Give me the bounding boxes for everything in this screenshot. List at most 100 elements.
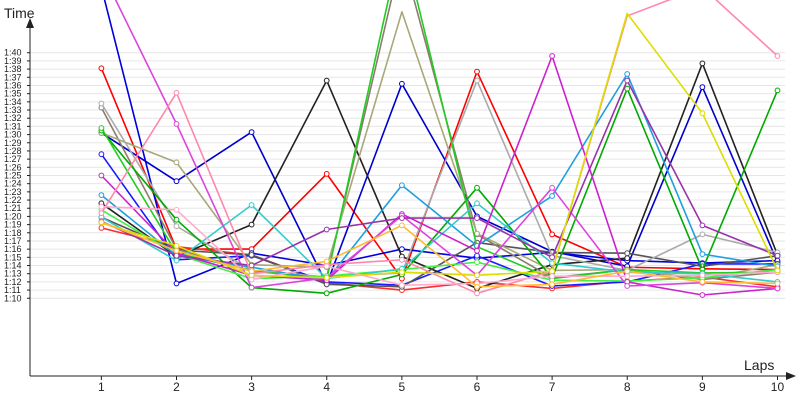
y-tick-label: 1:10 bbox=[4, 293, 22, 303]
data-point bbox=[774, 280, 781, 287]
data-point bbox=[399, 269, 405, 276]
data-point bbox=[624, 283, 631, 289]
axes: Time Laps bbox=[4, 5, 796, 380]
series-line bbox=[100, 202, 778, 283]
data-point bbox=[624, 71, 631, 77]
data-point bbox=[98, 172, 105, 179]
y-tick-label: 1:29 bbox=[4, 138, 22, 148]
y-tick-label: 1:24 bbox=[4, 179, 22, 189]
x-tick-label: 9 bbox=[699, 380, 706, 394]
series-line bbox=[100, 209, 778, 282]
data-point bbox=[624, 273, 631, 280]
data-point bbox=[323, 226, 330, 233]
data-point bbox=[173, 216, 180, 223]
y-tick-label: 1:40 bbox=[4, 48, 22, 58]
y-tick-label: 1:31 bbox=[4, 121, 22, 131]
x-tick-label: 4 bbox=[323, 380, 330, 394]
data-point bbox=[474, 215, 480, 222]
x-tick-label: 3 bbox=[248, 380, 255, 394]
data-point bbox=[173, 178, 180, 185]
data-point bbox=[399, 256, 405, 263]
data-point bbox=[549, 273, 555, 280]
y-tick-label: 1:37 bbox=[4, 72, 22, 82]
y-tick-label: 1:26 bbox=[4, 162, 22, 172]
data-point bbox=[98, 192, 105, 199]
y-tick-label: 1:34 bbox=[4, 97, 22, 107]
data-point bbox=[699, 292, 706, 298]
data-point bbox=[699, 272, 706, 279]
data-point bbox=[173, 243, 180, 249]
data-point bbox=[98, 225, 105, 231]
series-line bbox=[101, 221, 778, 288]
y-tick-label: 1:17 bbox=[4, 236, 22, 246]
data-point bbox=[624, 268, 631, 275]
data-point bbox=[699, 84, 706, 90]
data-point bbox=[173, 252, 180, 259]
y-tick-label: 1:14 bbox=[4, 261, 22, 271]
data-point bbox=[173, 223, 180, 230]
x-tick-label: 2 bbox=[173, 380, 180, 394]
series-line bbox=[100, 0, 778, 281]
data-point bbox=[248, 284, 255, 291]
data-point bbox=[98, 65, 105, 72]
data-point bbox=[98, 219, 105, 226]
data-point bbox=[549, 184, 555, 191]
data-point bbox=[399, 182, 405, 189]
y-tick-label: 1:11 bbox=[4, 285, 21, 295]
y-tick-label: 1:19 bbox=[4, 220, 22, 230]
series-lines bbox=[98, 0, 781, 298]
series-line bbox=[101, 216, 778, 288]
x-tick-label: 7 bbox=[549, 380, 556, 394]
data-point bbox=[173, 257, 180, 264]
data-point bbox=[774, 252, 781, 259]
data-point bbox=[624, 255, 631, 262]
data-point bbox=[699, 279, 706, 285]
y-tick-label: 1:39 bbox=[4, 56, 22, 66]
data-point bbox=[474, 77, 480, 84]
data-point bbox=[323, 290, 330, 297]
data-point bbox=[549, 254, 555, 261]
data-point bbox=[248, 268, 255, 275]
data-point bbox=[774, 53, 781, 59]
data-point bbox=[699, 60, 706, 67]
data-point bbox=[474, 230, 480, 237]
data-point bbox=[774, 285, 781, 292]
x-axis-arrow bbox=[786, 372, 796, 380]
series-line bbox=[100, 0, 778, 281]
y-tick-label: 1:22 bbox=[4, 195, 22, 205]
data-point bbox=[474, 68, 480, 75]
data-point bbox=[98, 203, 105, 210]
data-point bbox=[699, 110, 706, 117]
y-tick-label: 1:21 bbox=[4, 203, 22, 213]
data-point bbox=[399, 215, 405, 222]
data-point bbox=[323, 263, 330, 270]
series-line bbox=[100, 87, 779, 295]
y-tick-label: 1:28 bbox=[4, 146, 22, 156]
series-8 bbox=[98, 0, 781, 283]
y-tick-label: 1:32 bbox=[4, 113, 22, 123]
y-tick-label: 1:27 bbox=[4, 154, 22, 164]
data-point bbox=[248, 221, 255, 228]
data-point bbox=[549, 268, 555, 275]
data-point bbox=[399, 80, 405, 87]
data-point bbox=[549, 231, 555, 238]
data-point bbox=[549, 53, 555, 59]
data-point bbox=[173, 280, 180, 287]
y-tick-label: 1:20 bbox=[4, 211, 22, 221]
y-axis-title: Time bbox=[4, 5, 35, 21]
data-point bbox=[474, 200, 480, 207]
y-tick-label: 1:25 bbox=[4, 170, 22, 180]
x-tick-label: 5 bbox=[399, 380, 406, 394]
data-point bbox=[173, 89, 180, 96]
data-point bbox=[173, 247, 180, 254]
data-point bbox=[248, 202, 255, 208]
data-point bbox=[98, 125, 105, 131]
data-point bbox=[549, 193, 555, 199]
data-point bbox=[98, 100, 105, 107]
y-tick-label: 1:30 bbox=[4, 130, 22, 140]
data-point bbox=[399, 282, 405, 289]
data-point bbox=[624, 250, 631, 257]
x-tick-label: 10 bbox=[771, 380, 785, 394]
data-point bbox=[699, 231, 706, 238]
y-tick-label: 1:35 bbox=[4, 89, 22, 99]
